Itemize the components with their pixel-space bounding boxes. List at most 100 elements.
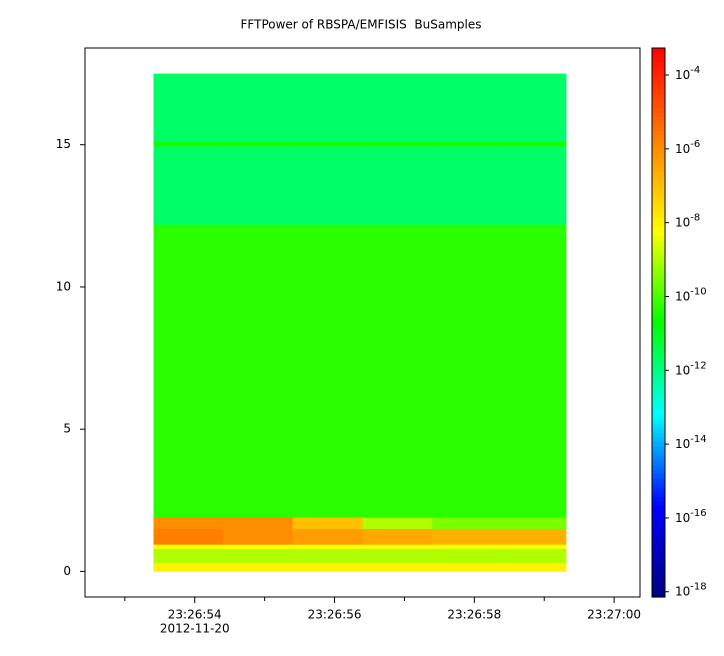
colorbar-segment [652, 263, 665, 269]
cell [222, 548, 294, 564]
colorbar-segment [652, 423, 665, 429]
cell [362, 528, 433, 545]
y-tick-label: 10 [56, 279, 71, 293]
cell [502, 146, 567, 225]
cell [432, 517, 503, 530]
cell [222, 544, 294, 549]
colorbar-segment [652, 176, 665, 182]
colorbar-segment [652, 446, 665, 452]
colorbar-segment [652, 386, 665, 392]
colorbar-segment [652, 102, 665, 109]
colorbar-segment [652, 267, 665, 273]
colorbar-tick-label: 10-4 [675, 65, 700, 82]
cell [502, 562, 567, 572]
colorbar-segment [652, 478, 665, 484]
colorbar-segment [652, 327, 665, 333]
colorbar-segment [652, 180, 665, 186]
cell [502, 528, 567, 545]
colorbar-segment [652, 185, 665, 191]
colorbar-segment [652, 555, 665, 561]
colorbar-segment [652, 313, 665, 319]
colorbar-segment [652, 240, 665, 246]
cell [153, 562, 224, 572]
cell [292, 517, 363, 530]
colorbar-tick-label: 10-18 [675, 582, 707, 599]
cell [502, 73, 567, 143]
colorbar-segment [652, 162, 665, 168]
colorbar-segment [652, 491, 665, 497]
cell [502, 548, 567, 564]
colorbar-segment [652, 107, 665, 113]
colorbar-segment [652, 52, 665, 58]
colorbar-segment [652, 336, 665, 342]
colorbar-segment [652, 459, 665, 465]
colorbar-segment [652, 281, 665, 287]
colorbar-segment [652, 139, 665, 145]
cell [292, 141, 363, 147]
colorbar-segment [652, 70, 665, 77]
cell [502, 141, 567, 147]
colorbar-segment [652, 66, 665, 72]
colorbar-segment [652, 560, 665, 566]
colorbar-segment [652, 496, 665, 502]
colorbar-tick-label: 10-10 [675, 286, 707, 303]
cell [362, 517, 433, 530]
cell [432, 528, 503, 545]
colorbar-segment [652, 409, 665, 415]
cell [153, 224, 224, 518]
colorbar-segment [652, 468, 665, 475]
cell [362, 73, 433, 143]
x-tick-label: 23:26:54 [168, 608, 222, 622]
colorbar-segment [652, 212, 665, 218]
cell [153, 528, 224, 545]
x-tick-label: 23:26:56 [308, 608, 362, 622]
cell [222, 528, 294, 545]
colorbar-segment [652, 340, 665, 346]
colorbar-segment [652, 381, 665, 388]
colorbar-segment [652, 276, 665, 282]
colorbar-frame [651, 47, 666, 598]
colorbar-segment [652, 395, 665, 401]
chart-title: FFTPower of RBSPA/EMFISIS BuSamples [241, 18, 482, 32]
colorbar-segment [652, 208, 665, 214]
colorbar-segment [652, 299, 665, 305]
colorbar-segment [652, 134, 665, 141]
y-tick-label: 15 [56, 137, 71, 151]
colorbar-segment [652, 48, 665, 54]
colorbar-segment [652, 532, 665, 539]
cell [292, 548, 363, 564]
colorbar-segment [652, 546, 665, 552]
colorbar-segment [652, 587, 665, 594]
cell [153, 517, 224, 530]
colorbar-segment [652, 569, 665, 575]
cell [432, 224, 503, 518]
colorbar-segment [652, 171, 665, 177]
colorbar-segment [652, 377, 665, 383]
cell [222, 517, 294, 530]
colorbar-segment [652, 93, 665, 99]
cell [153, 548, 224, 564]
colorbar-segment [652, 189, 665, 195]
x-tick-label: 23:27:00 [587, 608, 641, 622]
cell [432, 544, 503, 549]
x-date-label: 2012-11-20 [160, 622, 230, 636]
colorbar-segment [652, 363, 665, 369]
cell [362, 548, 433, 564]
cell [222, 73, 294, 143]
colorbar-segment [652, 217, 665, 223]
colorbar-segment [652, 203, 665, 209]
colorbar-segment [652, 510, 665, 516]
y-tick-label: 5 [63, 422, 71, 436]
cell [502, 224, 567, 518]
cell [222, 224, 294, 518]
colorbar-segment [652, 441, 665, 447]
colorbar-segment [652, 404, 665, 411]
cell [432, 141, 503, 147]
cell [362, 224, 433, 518]
cell [432, 146, 503, 225]
colorbar-segment [652, 537, 665, 543]
colorbar-segment [652, 359, 665, 365]
colorbar-segment [652, 592, 665, 598]
colorbar-segment [652, 450, 665, 456]
